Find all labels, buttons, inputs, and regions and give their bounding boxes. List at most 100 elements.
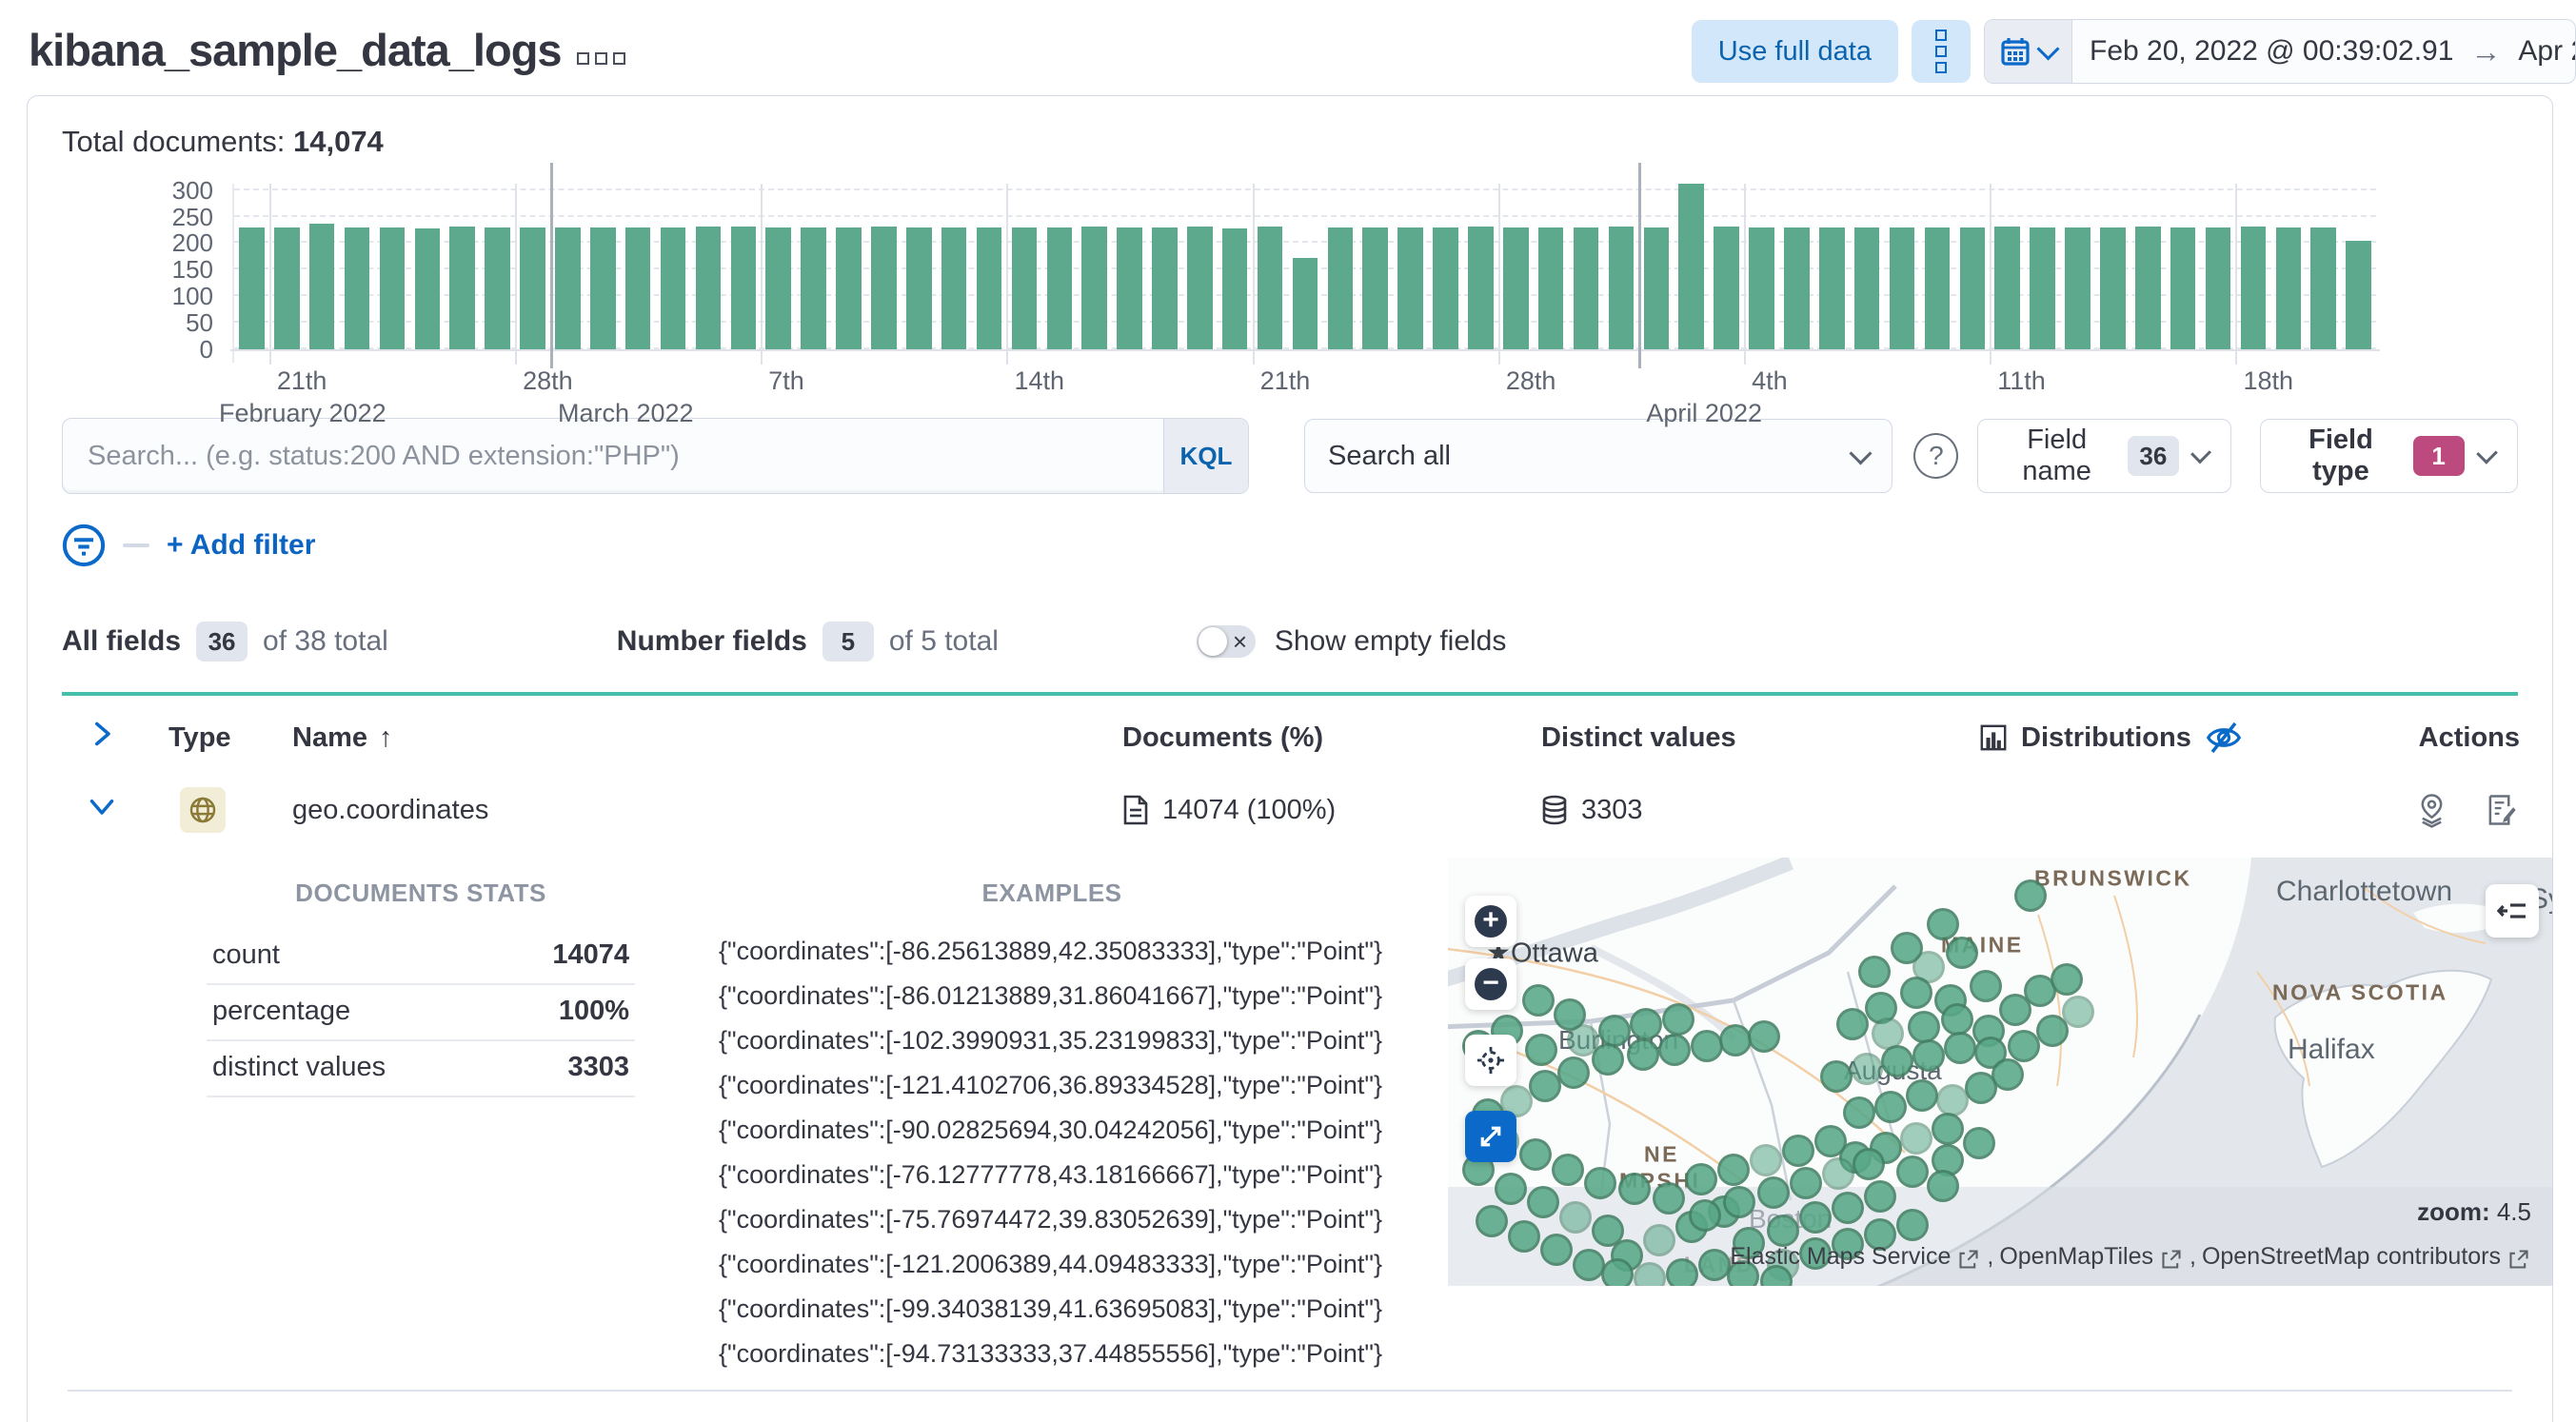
y-axis-tick-label: 0 [199,335,213,364]
table-top-rule [62,692,2518,696]
search-input[interactable] [63,419,1163,493]
attribution-link[interactable]: OpenStreetMap contributors [2201,1243,2501,1270]
geo-point-dot [1748,1020,1780,1053]
geo-point-dot [1941,1003,1973,1036]
filter-bar: + Add filter [62,523,2518,568]
title-options-icon[interactable] [576,51,625,65]
date-range-arrow-icon: → [2470,33,2502,69]
use-full-data-button[interactable]: Use full data [1691,20,1898,83]
x-axis-tick [268,184,271,365]
histogram-bar [1362,227,1389,349]
attribution-link[interactable]: OpenMapTiles [1999,1243,2153,1270]
explore-in-maps-icon[interactable] [2417,789,2447,831]
geo-point-dot [1946,937,1978,969]
histogram-bar [1994,227,2020,349]
documents-value: 14074 (100%) [1162,794,1337,825]
chevron-down-icon [2475,442,2498,464]
histogram-bar [1714,226,1739,349]
geo-point-dot [1685,1163,1717,1195]
search-bar-row: KQL Search all ? Field name 36 Field typ… [62,418,2518,494]
geo-points-map[interactable]: BRUNSWICKCharlottetownSyMAINE★OttawaNOVA… [1448,858,2552,1286]
stat-value: 3303 [567,1052,629,1082]
field-name-filter-button[interactable]: Field name 36 [1977,419,2232,493]
geo-point-dot [1963,1127,1995,1159]
histogram-bar [2134,227,2161,349]
documents-cell: 14074 (100%) [1122,795,1541,826]
geo-point-dot [1529,1070,1561,1102]
geo-point-dot [1832,1228,1864,1260]
expand-all-chevron-icon[interactable] [89,721,115,747]
field-type-filter-button[interactable]: Field type 1 [2260,419,2518,493]
help-icon[interactable]: ? [1913,433,1959,479]
edit-field-icon[interactable] [2487,789,2516,831]
date-range-picker[interactable]: Feb 20, 2022 @ 00:39:02.91 → Apr 2 [1984,19,2576,84]
stat-label: count [212,939,280,970]
histogram-bar [695,227,722,349]
histogram-bar [1678,184,1704,349]
geo-point-dot [1495,1173,1527,1205]
x-axis-month-label: April 2022 [1646,399,1762,427]
geo-point-dot [1618,1173,1651,1205]
stat-label: distinct values [212,1052,386,1082]
x-axis-tick [1744,184,1747,365]
kql-language-button[interactable]: KQL [1163,419,1248,493]
histogram-bar [1117,227,1142,349]
geo-point-dot [1900,1122,1932,1155]
attribution-link[interactable]: Elastic Maps Service [1730,1243,1952,1270]
column-header-documents[interactable]: Documents (%) [1122,721,1324,753]
column-header-name[interactable]: Name ↑ [292,722,1122,754]
documents-histogram: 0 50 100 150 200 250 300 21th 28th 7th 14th 21th 28t… [172,163,2380,427]
bar-chart-icon [1980,724,2007,751]
geo-point-dot [1557,1057,1590,1089]
toggle-knob [1198,627,1227,656]
geo-point-dot [1666,1258,1698,1286]
quick-select-button[interactable] [1985,20,2072,83]
map-zoom-in-button[interactable]: + [1465,896,1516,947]
histogram-bar [1608,227,1635,349]
filter-icon[interactable] [62,523,106,567]
more-options-icon[interactable] [1912,20,1971,83]
add-filter-button[interactable]: + Add filter [167,529,316,561]
column-header-distributions[interactable]: Distributions [1979,719,2417,757]
histogram-bar [941,227,967,349]
search-all-select[interactable]: Search all [1304,419,1893,493]
column-header-distinct-values[interactable]: Distinct values [1541,721,1736,753]
map-fit-to-data-icon[interactable] [1465,1035,1516,1086]
geo-point-dot [1991,1058,2024,1091]
x-axis-tick-label: 14th [1014,366,1065,395]
geo-point-dot [1853,1148,1885,1180]
number-fields-summary: Number fields 5 of 5 total [617,622,999,662]
eye-closed-icon[interactable] [2205,719,2243,757]
collapse-row-chevron-icon[interactable] [89,793,115,820]
example-value: {"coordinates":[-86.01213889,31.86041667… [719,981,1383,1010]
total-documents: Total documents: 14,074 [62,125,2518,159]
show-empty-fields-toggle[interactable]: × [1196,625,1256,658]
distributions-header-label: Distributions [2021,721,2191,753]
search-all-value: Search all [1328,440,1451,471]
histogram-bar [1784,227,1810,349]
date-range-start[interactable]: Feb 20, 2022 @ 00:39:02.91 [2090,35,2454,67]
field-row-geo-coordinates[interactable]: geo.coordinates 14074 (100%) 3303 [62,772,2518,846]
geo-point-dot [1782,1135,1814,1167]
map-expand-icon[interactable] [1465,1111,1516,1162]
field-type-label: Field type [2308,425,2373,486]
geo-point-dot [1799,1201,1832,1234]
map-layers-panel-icon[interactable] [2486,884,2539,938]
fields-table-header: Type Name ↑ Documents (%) Distinct value… [62,696,2520,772]
map-label: Charlottetown [2276,876,2453,907]
column-header-type[interactable]: Type [168,721,231,753]
chevron-down-icon [1849,441,1873,465]
example-value: {"coordinates":[-121.4102706,36.89334528… [719,1071,1383,1099]
geo-point-dot [1881,1045,1913,1077]
x-axis-tick [1252,184,1255,365]
stat-row: percentage 100% [207,985,635,1041]
geo-point-dot [1858,956,1891,988]
field-name[interactable]: geo.coordinates [292,794,489,825]
table-bottom-divider [68,1390,2512,1392]
geo-point-dot [1540,1234,1573,1266]
map-zoom-out-button[interactable]: − [1465,958,1516,1010]
total-documents-value: 14,074 [292,125,384,158]
date-range-end[interactable]: Apr 2 [2518,35,2575,67]
documents-stats-section: DOCUMENTS STATS count 14074 percentage 100%… [207,850,635,1097]
histogram-bar [1573,227,1599,349]
